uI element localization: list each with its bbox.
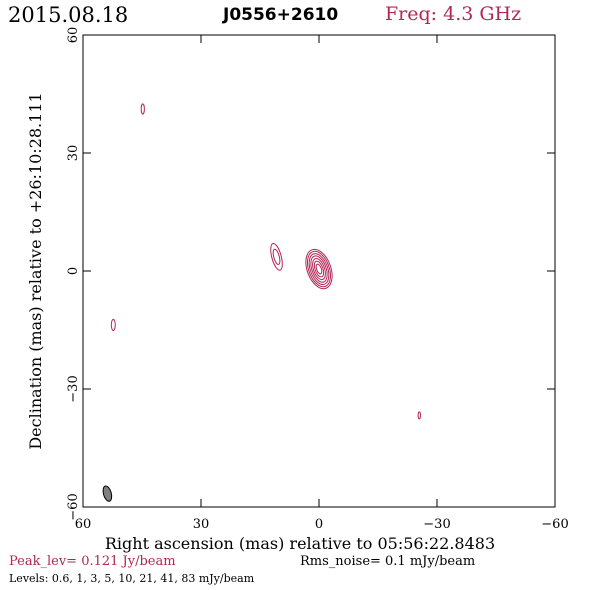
plot-frame (82, 34, 556, 508)
contour-ring (305, 248, 333, 290)
contour-ring (315, 263, 323, 275)
contour-ring (140, 103, 145, 115)
x-tick-label: −60 (541, 517, 568, 532)
frequency-label: Freq: 4.3 GHz (385, 3, 522, 25)
contour-ring (310, 255, 328, 283)
contour-ring (313, 260, 325, 278)
x-tick-label: 30 (193, 517, 210, 532)
y-axis-label: Declination (mas) relative to +26:10:28.… (26, 92, 45, 449)
contour-ring (110, 318, 116, 331)
contour-ring (306, 250, 332, 288)
x-tick-label: 0 (315, 517, 323, 532)
contour-ring (312, 258, 326, 281)
contour-levels: Levels: 0.6, 1, 3, 5, 10, 21, 41, 83 mJy… (9, 572, 255, 585)
beam-ellipse (102, 485, 113, 502)
y-tick-label: 30 (66, 145, 81, 162)
observation-date: 2015.08.18 (8, 3, 129, 27)
beam-layer (102, 485, 113, 502)
y-tick-label: 60 (66, 27, 81, 44)
rms-noise: Rms_noise= 0.1 mJy/beam (300, 554, 476, 569)
contour-ring (270, 242, 283, 271)
y-tick-label: −60 (66, 493, 81, 520)
y-tick-label: −30 (66, 375, 81, 402)
peak-level: Peak_lev= 0.121 Jy/beam (9, 554, 176, 569)
axis-ticks (82, 34, 556, 508)
source-name: J0556+2610 (223, 5, 339, 25)
contour-ring (308, 253, 330, 285)
x-tick-label: 60 (75, 517, 92, 532)
contour-ring (417, 411, 421, 420)
y-tick-label: 0 (66, 267, 81, 275)
x-tick-label: −30 (423, 517, 450, 532)
contour-ring (272, 248, 281, 265)
x-axis-label: Right ascension (mas) relative to 05:56:… (105, 534, 495, 553)
contour-layer (110, 103, 421, 420)
